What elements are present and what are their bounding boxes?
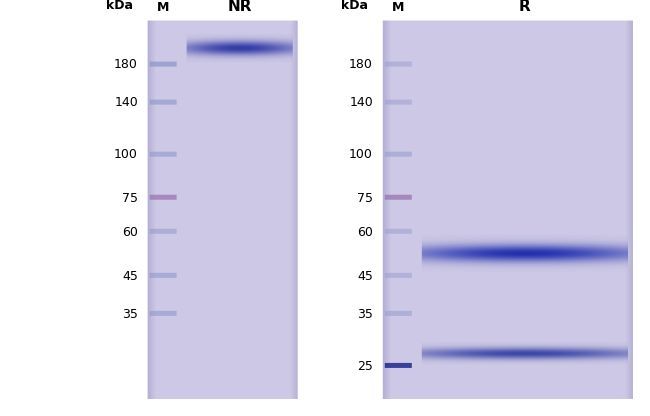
Text: 180: 180 (114, 59, 138, 72)
Text: kDa: kDa (106, 0, 133, 12)
Text: 140: 140 (349, 97, 373, 109)
Text: 180: 180 (349, 59, 373, 72)
Text: 25: 25 (357, 359, 373, 372)
Text: 35: 35 (122, 307, 138, 320)
Text: 60: 60 (357, 225, 373, 238)
Text: M: M (157, 1, 169, 14)
Text: 35: 35 (357, 307, 373, 320)
Text: R: R (519, 0, 531, 14)
Text: 75: 75 (122, 191, 138, 205)
Text: M: M (392, 1, 404, 14)
Text: 100: 100 (114, 149, 138, 161)
Text: 60: 60 (122, 225, 138, 238)
Text: 140: 140 (114, 97, 138, 109)
Text: 100: 100 (349, 149, 373, 161)
Text: 45: 45 (357, 270, 373, 282)
Text: 45: 45 (122, 270, 138, 282)
Text: kDa: kDa (341, 0, 368, 12)
Text: 75: 75 (357, 191, 373, 205)
Text: NR: NR (227, 0, 252, 14)
